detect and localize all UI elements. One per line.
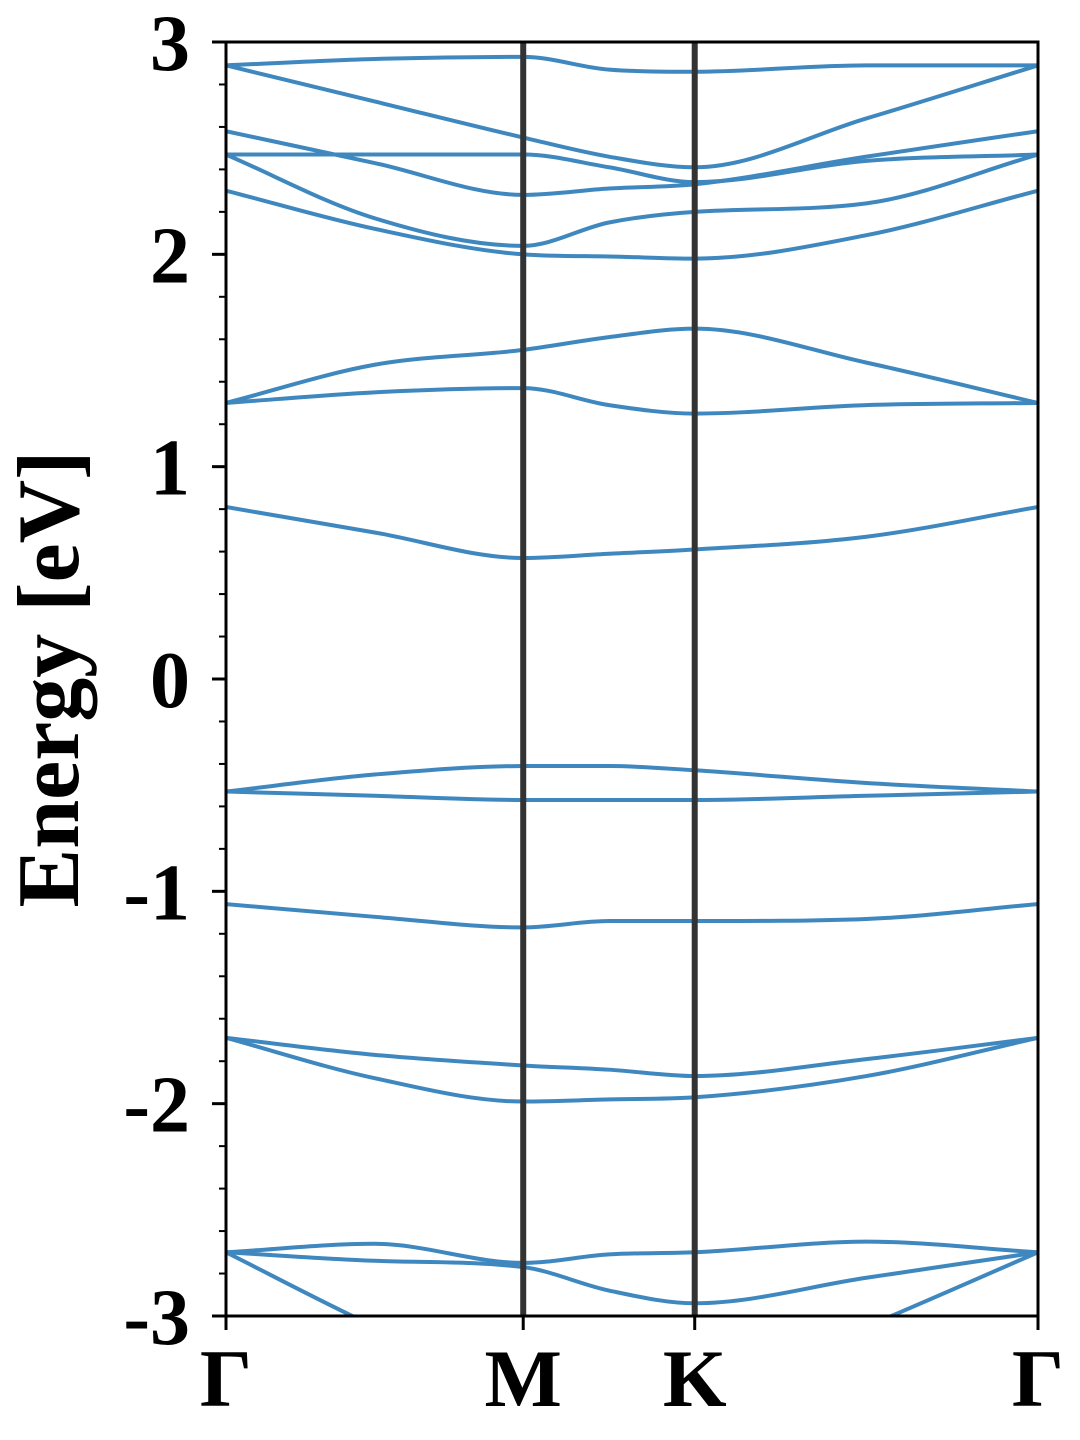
k-point-label: Γ <box>200 1333 252 1424</box>
y-tick-label: 0 <box>150 637 190 725</box>
band-line-14 <box>226 1035 1038 1104</box>
k-point-label: Γ <box>1012 1333 1064 1424</box>
band-line-6 <box>226 188 1038 261</box>
band-line-7 <box>226 326 1038 405</box>
band-line-15 <box>226 1239 1038 1265</box>
band-line-16 <box>226 1250 1038 1306</box>
y-tick-label: 3 <box>150 0 190 88</box>
band-line-2 <box>226 63 1038 170</box>
band-line-12 <box>226 902 1038 930</box>
y-axis-label: Energy [eV] <box>1 451 98 908</box>
band-line-5 <box>226 152 1038 248</box>
y-tick-label: 2 <box>150 212 190 300</box>
k-point-label: K <box>663 1333 727 1424</box>
band-line-9 <box>226 505 1038 560</box>
band-line-4 <box>226 152 1038 185</box>
band-line-11 <box>226 789 1038 803</box>
band-line-13 <box>226 1035 1038 1079</box>
y-tick-label: 1 <box>150 425 190 513</box>
band-line-8 <box>226 386 1038 416</box>
y-tick-label: -1 <box>123 849 190 937</box>
band-line-1 <box>226 54 1038 74</box>
y-tick-label: -3 <box>123 1274 190 1362</box>
k-point-label: M <box>485 1333 562 1424</box>
band-line-17 <box>226 1250 1038 1316</box>
plot-frame <box>224 40 1040 1318</box>
bands-layer <box>226 54 1038 1316</box>
band-line-10 <box>226 764 1038 794</box>
y-tick-label: -2 <box>123 1062 190 1150</box>
y-axis-ticks: 3 2 1 0 -1 -2 -3 <box>123 0 226 1362</box>
high-symmetry-dividers <box>520 42 698 1316</box>
band-line-3 <box>226 129 1038 197</box>
